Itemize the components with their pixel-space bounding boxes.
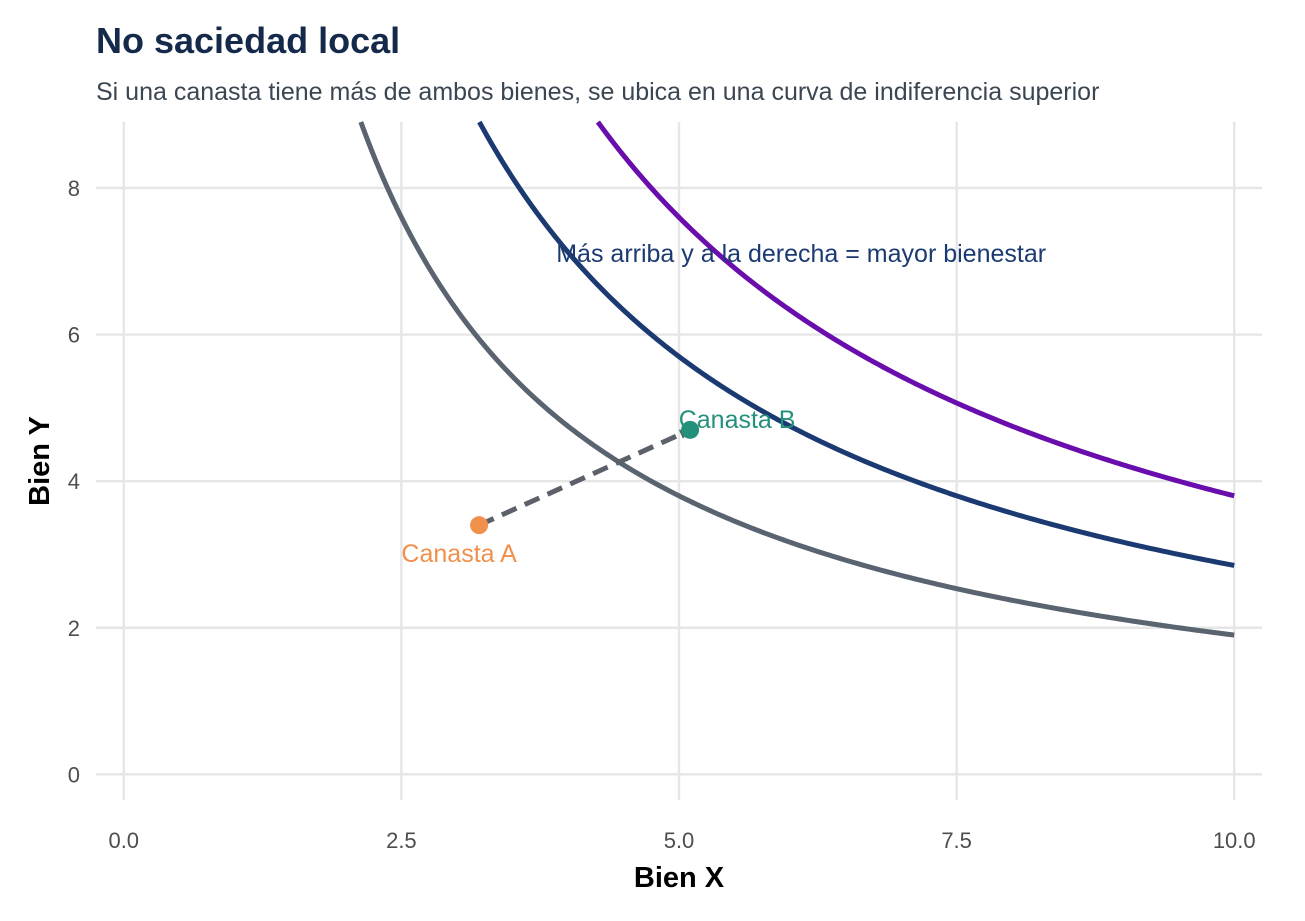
- chart-title: No saciedad local: [96, 20, 401, 61]
- point-canasta-a: [470, 516, 489, 535]
- indifference-curve-1: [358, 121, 1235, 638]
- label-canasta-a: Canasta A: [401, 540, 517, 568]
- y-tick-label: 6: [68, 323, 80, 348]
- chart-subtitle: Si una canasta tiene más de ambos bienes…: [96, 78, 1100, 106]
- x-tick-label: 7.5: [941, 828, 972, 853]
- y-tick-label: 8: [68, 176, 80, 201]
- x-tick-label: 2.5: [386, 828, 417, 853]
- welfare-annotation: Más arriba y a la derecha = mayor bienes…: [556, 240, 1046, 268]
- indifference-curve-3: [595, 120, 1235, 499]
- movement-arrow: [478, 428, 690, 528]
- indifference-curve-2: [477, 120, 1235, 568]
- label-canasta-b: Canasta B: [679, 406, 796, 434]
- point-canasta-b: [681, 420, 700, 439]
- x-tick-label: 0.0: [108, 828, 139, 853]
- y-tick-label: 2: [68, 616, 80, 641]
- y-tick-label: 0: [68, 762, 80, 787]
- x-tick-label: 10.0: [1213, 828, 1256, 853]
- x-axis-title: Bien X: [634, 862, 725, 894]
- y-tick-label: 4: [68, 469, 80, 494]
- y-axis-title: Bien Y: [24, 416, 56, 506]
- x-tick-label: 5.0: [664, 828, 695, 853]
